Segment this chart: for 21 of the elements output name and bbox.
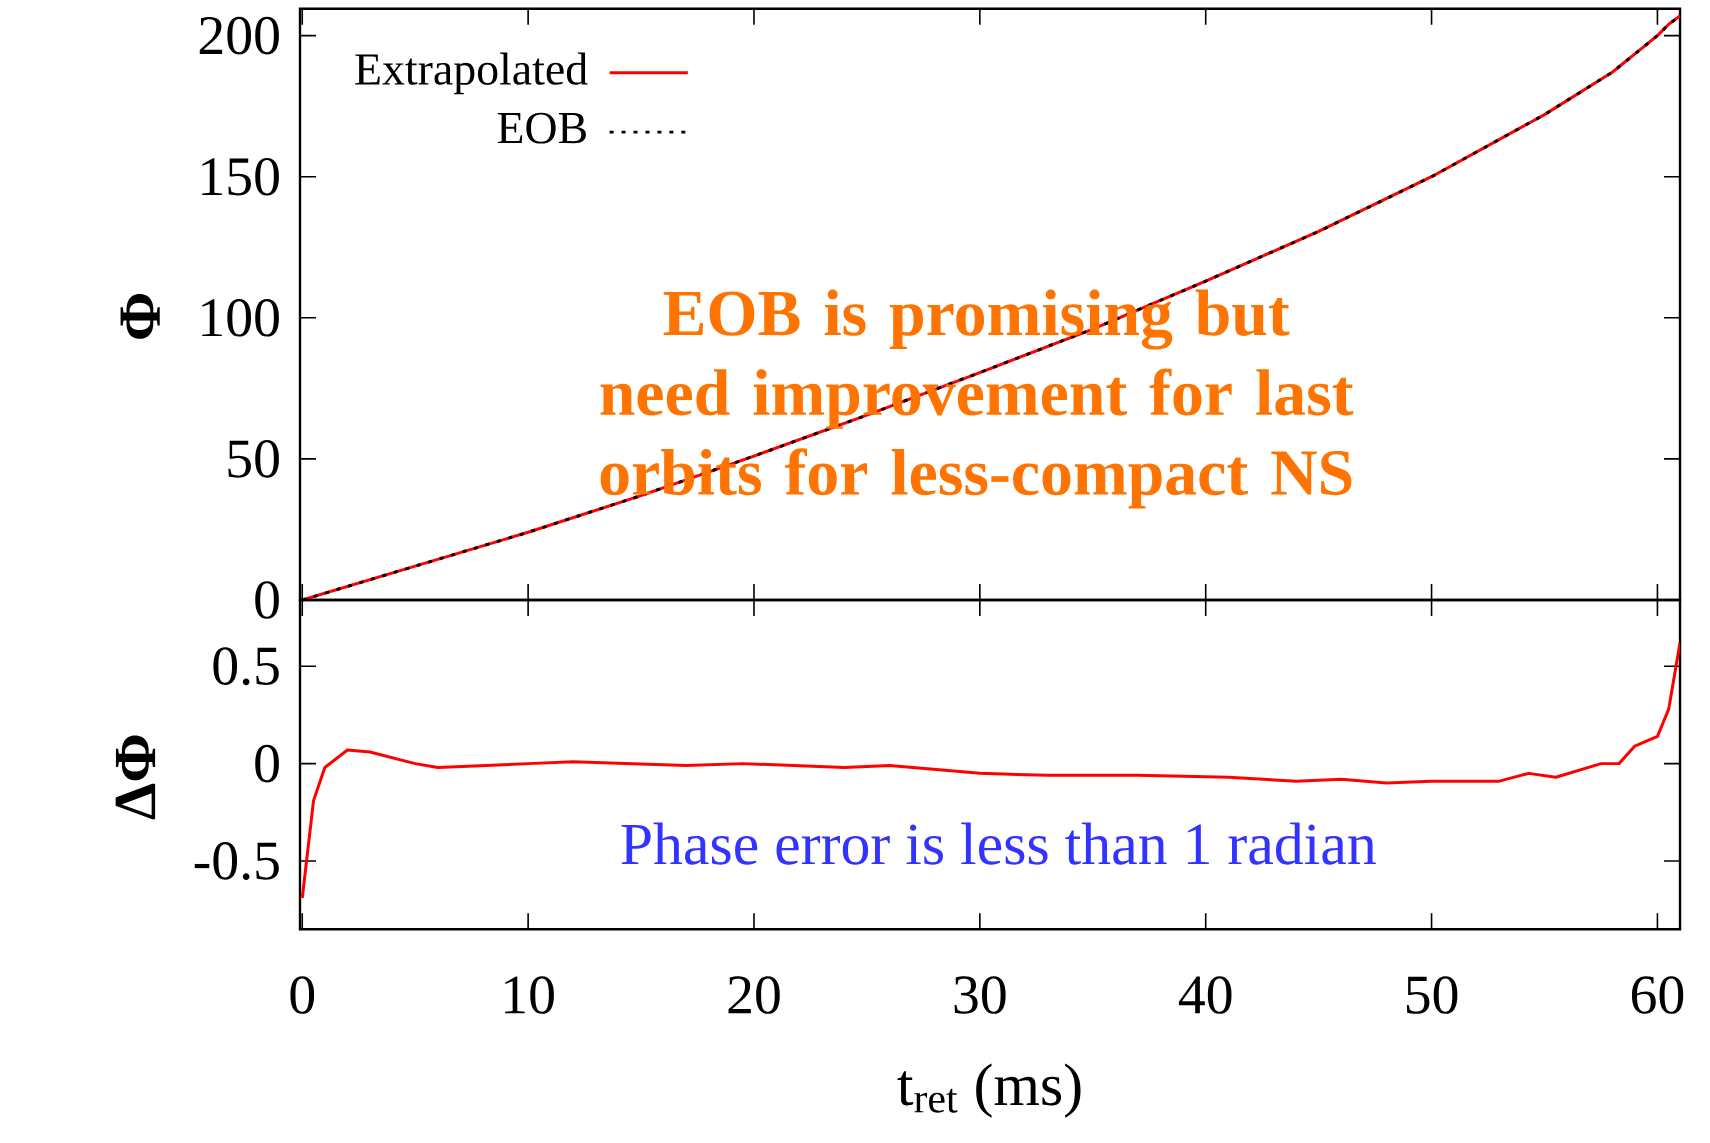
y-axis-title: Φ [120, 293, 160, 339]
x-axis-title: t$_{ret}$ (ms) [897, 1063, 1081, 1118]
y-tick-label: 50 [228, 440, 279, 478]
y-tick-label: 200 [199, 16, 279, 55]
x-tick-label: 0 [290, 976, 315, 1014]
x-tick-label: 20 [728, 976, 780, 1014]
x-tick-label: 50 [1406, 976, 1458, 1014]
x-tick-label: 10 [505, 976, 554, 1014]
annotation: Phase error is less than 1 radian [621, 822, 1376, 865]
x-tick-label: 60 [1631, 976, 1684, 1014]
y-tick-label: 100 [202, 298, 279, 337]
y-tick-label: 150 [202, 157, 279, 196]
y-tick-label: 0.5 [213, 647, 279, 686]
x-tick-label: 40 [1178, 976, 1232, 1014]
y-axis-title: ΔΦ [115, 735, 156, 820]
y-tick-label: 0 [255, 581, 279, 619]
y-tick-label: -0.5 [194, 842, 279, 880]
legend-label: Extrapolated [355, 52, 588, 95]
y-tick-label: 0 [255, 744, 279, 783]
x-tick-label: 30 [954, 976, 1006, 1014]
legend-label: EOB [497, 112, 586, 144]
